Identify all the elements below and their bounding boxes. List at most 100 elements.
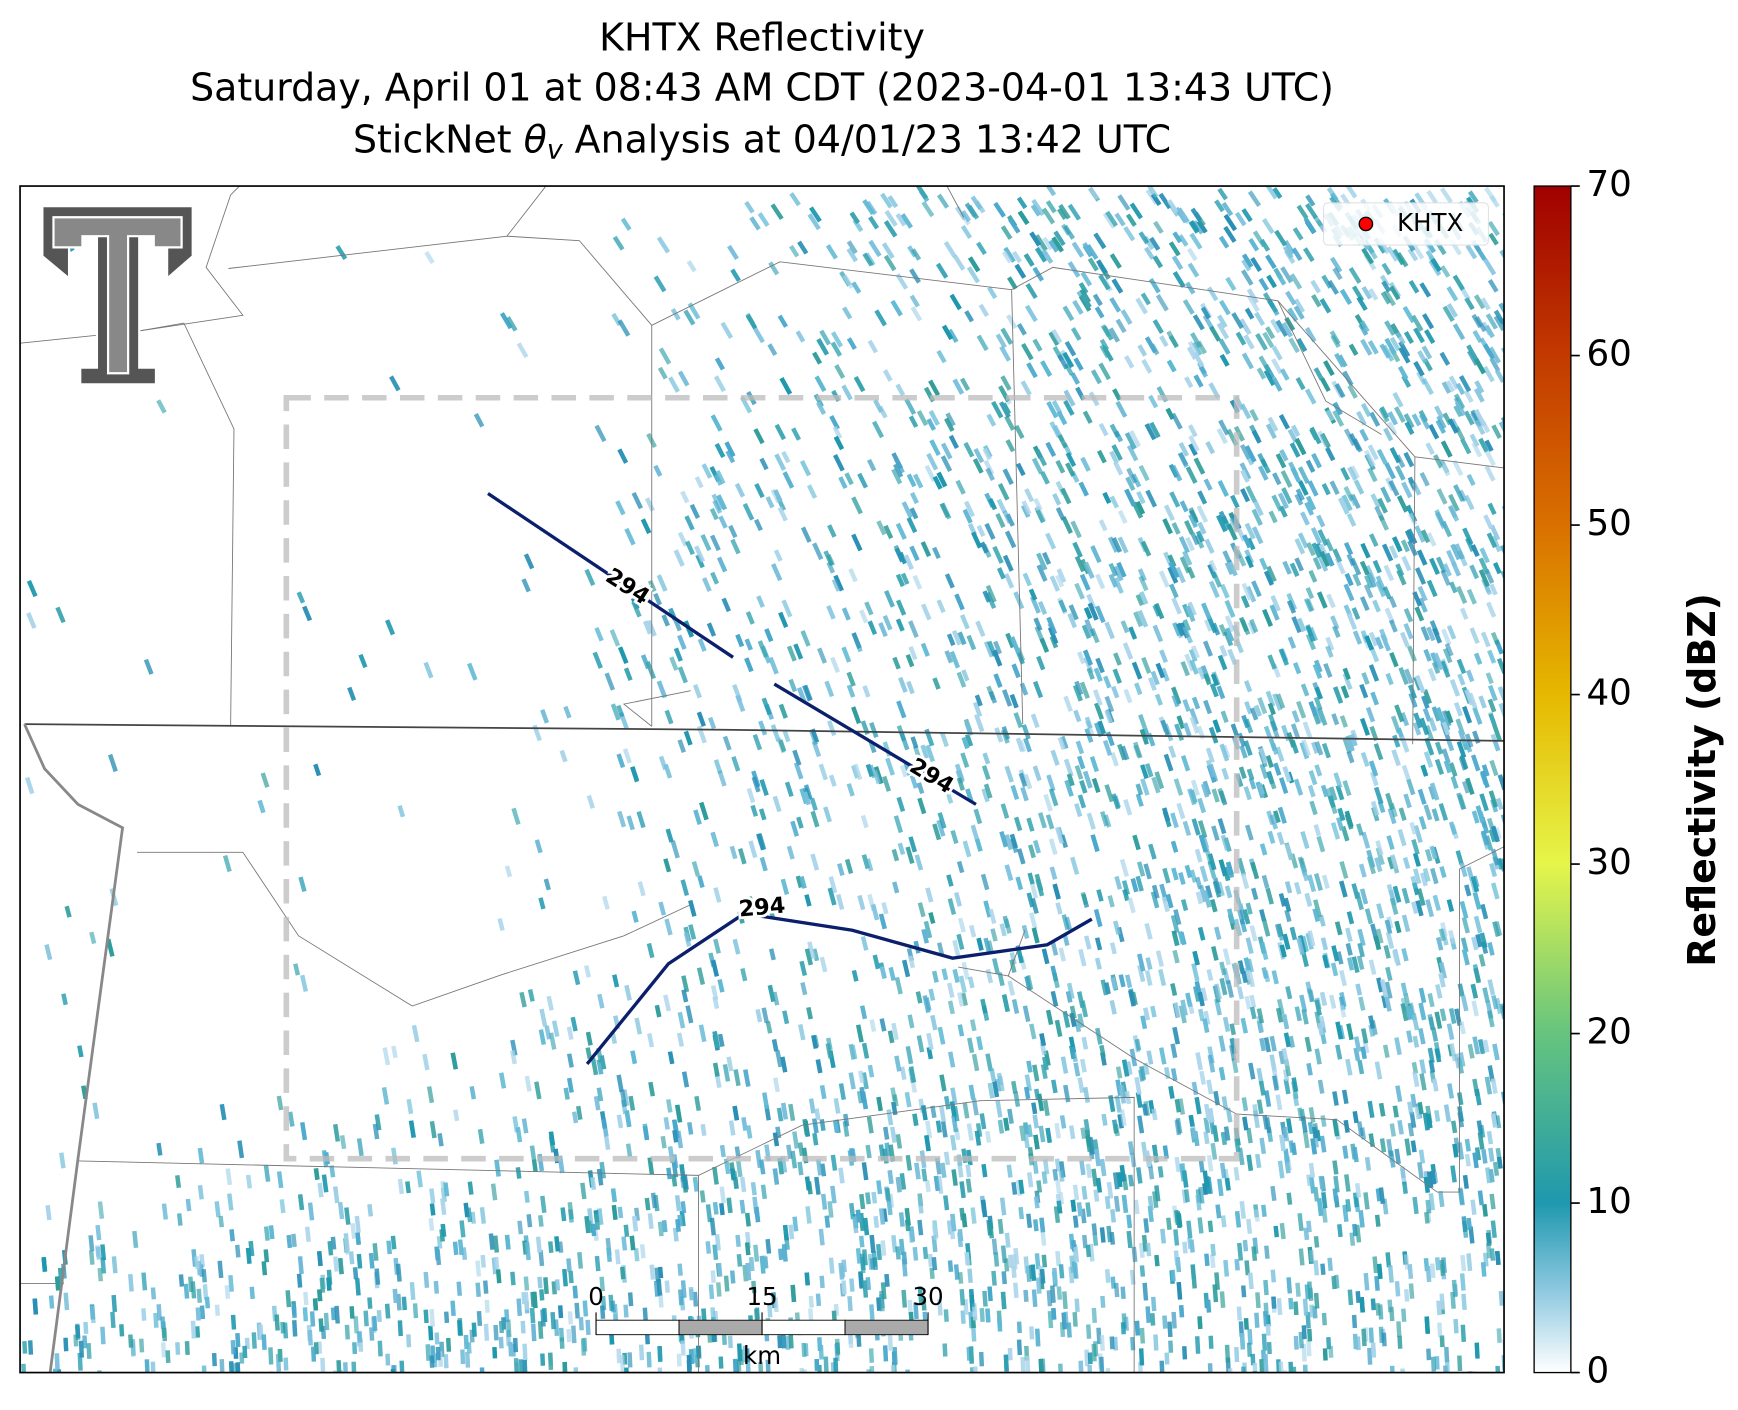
echo	[1250, 257, 1262, 273]
echo	[752, 326, 765, 344]
echo	[701, 1308, 707, 1322]
echo	[1013, 591, 1025, 610]
legend-label: KHTX	[1397, 208, 1463, 237]
echo	[1403, 992, 1411, 1010]
echo	[1225, 276, 1237, 291]
echo	[893, 815, 904, 834]
echo	[1454, 543, 1465, 560]
echo	[1033, 617, 1043, 632]
echo	[930, 1014, 938, 1031]
echo	[227, 1193, 234, 1211]
echo	[1359, 717, 1371, 736]
echo	[1424, 848, 1433, 862]
echo	[1401, 1308, 1407, 1322]
echo	[818, 1228, 825, 1246]
echo	[732, 1358, 738, 1373]
echo	[829, 415, 840, 430]
echo	[1369, 411, 1381, 427]
echo	[1247, 971, 1256, 988]
echo	[1418, 815, 1427, 830]
echo	[150, 1287, 157, 1300]
contour-label: 294	[738, 893, 787, 923]
echo	[879, 966, 887, 979]
theta-subscript: v	[547, 134, 564, 165]
echo	[1244, 701, 1253, 715]
echo	[1099, 1356, 1105, 1373]
echo	[959, 1181, 966, 1199]
echo	[1423, 648, 1432, 662]
echo	[1333, 1175, 1340, 1193]
echo	[443, 1311, 450, 1324]
echo	[630, 1050, 638, 1065]
echo	[1462, 705, 1473, 724]
echo	[828, 1257, 835, 1274]
echo	[895, 522, 907, 540]
echo	[716, 494, 728, 511]
echo	[195, 1307, 201, 1321]
echo	[1255, 1292, 1261, 1309]
echo	[1357, 1059, 1365, 1075]
echo	[616, 1114, 624, 1129]
echo	[1480, 903, 1489, 920]
echo	[1293, 1335, 1299, 1350]
echo	[1159, 335, 1169, 348]
echo	[1477, 1039, 1486, 1055]
echo	[696, 711, 706, 727]
echo	[1314, 1048, 1322, 1065]
echo	[1304, 326, 1317, 343]
echo	[705, 1365, 711, 1373]
echo	[973, 1366, 979, 1373]
echo	[976, 524, 986, 537]
echo	[333, 1256, 339, 1272]
echo	[471, 1322, 477, 1337]
echo	[1137, 1361, 1143, 1373]
echo	[1137, 568, 1147, 582]
echo	[235, 1362, 241, 1373]
echo	[1239, 745, 1248, 759]
echo	[630, 766, 640, 783]
echo	[1178, 872, 1186, 885]
echo	[483, 1323, 490, 1341]
echo	[523, 1276, 530, 1291]
echo	[484, 1299, 490, 1313]
echo	[664, 1280, 670, 1293]
echo	[1363, 1192, 1370, 1210]
echo	[1174, 1156, 1181, 1173]
echo	[1457, 794, 1467, 810]
echo	[1239, 1332, 1246, 1350]
echo	[1080, 271, 1093, 287]
echo	[1144, 423, 1157, 441]
echo	[1214, 926, 1222, 940]
echo	[960, 377, 971, 392]
echo	[153, 1312, 159, 1328]
echo	[516, 1298, 523, 1317]
echo	[456, 1281, 462, 1296]
echo	[1126, 1230, 1133, 1249]
echo	[1432, 627, 1443, 644]
echo	[1107, 536, 1119, 553]
echo	[584, 965, 592, 978]
echo	[774, 453, 787, 471]
echo	[1005, 439, 1016, 453]
echo	[1079, 1160, 1086, 1176]
echo	[1074, 764, 1084, 780]
echo	[1387, 1299, 1393, 1313]
echo	[1320, 1263, 1326, 1275]
echo	[943, 1309, 949, 1322]
echo	[1271, 358, 1283, 375]
echo	[676, 1353, 682, 1367]
echo	[1239, 462, 1252, 480]
echo	[1307, 1328, 1313, 1342]
echo	[997, 1317, 1003, 1332]
echo	[824, 1215, 831, 1228]
echo	[1196, 220, 1208, 234]
echo	[1106, 1181, 1114, 1199]
echo	[1448, 821, 1457, 835]
echo	[1341, 1089, 1349, 1105]
echo	[492, 1346, 498, 1359]
echo	[1197, 926, 1206, 941]
echo	[717, 978, 725, 993]
echo	[1152, 319, 1164, 335]
echo	[1345, 1058, 1353, 1076]
